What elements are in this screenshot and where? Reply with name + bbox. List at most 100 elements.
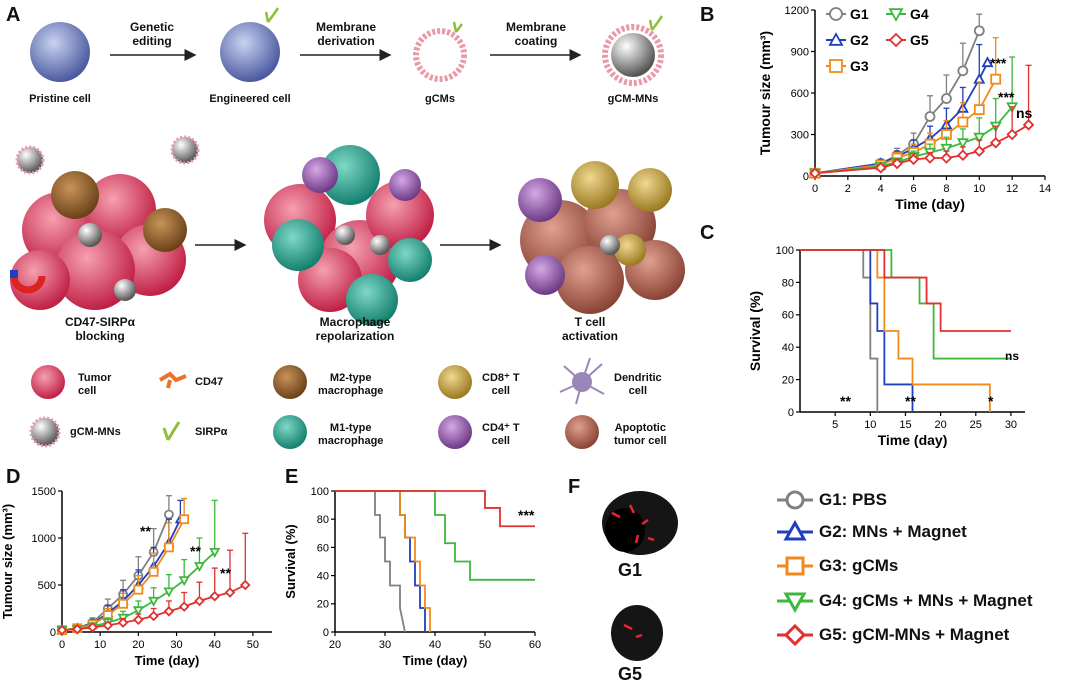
legend-marker-g3 <box>829 59 843 73</box>
significance-label: ns <box>1005 349 1019 363</box>
y-axis-label: Survival (%) <box>283 524 298 598</box>
data-point-g4 <box>193 562 205 573</box>
data-point-g5 <box>133 614 144 626</box>
data-point-g5 <box>809 167 821 180</box>
data-point-g5 <box>989 137 1002 149</box>
x-axis-label: Time (day) <box>878 432 948 448</box>
series-line-g3 <box>335 490 431 632</box>
legend-gcm-mn-icon <box>29 416 61 448</box>
y-tick-label: 60 <box>782 310 794 322</box>
data-point-g4 <box>178 576 190 587</box>
x-axis-label: Time (day) <box>403 653 468 668</box>
panel-label-c: C <box>700 222 715 244</box>
x-tick-label: 10 <box>973 183 985 195</box>
gcm-vesicle-icon <box>413 28 467 82</box>
series-line-g1 <box>335 490 406 633</box>
y-tick-label: 40 <box>317 570 329 582</box>
panel-label-e: E <box>285 466 299 488</box>
legend-apoptotic: Apoptotic tumor cell <box>614 422 667 447</box>
y-tick-label: 300 <box>791 129 809 141</box>
data-point-g4 <box>163 587 175 598</box>
legend-cd8-icon <box>438 365 472 399</box>
y-tick-label: 20 <box>782 374 794 386</box>
x-tick-label: 14 <box>1039 183 1051 195</box>
y-tick-label: 0 <box>50 627 56 639</box>
significance-label: *** <box>998 89 1015 105</box>
legend-sirpa: SIRPα <box>195 426 228 438</box>
significance-label: *** <box>990 55 1007 71</box>
significance-label: ns <box>1016 105 1033 121</box>
legend-label-g3: G3 <box>850 58 869 74</box>
legend-cd4-icon <box>438 415 472 449</box>
legend-label-g4: G4 <box>910 6 929 22</box>
chart-b-tumour-size: 0 2 4 6 8 10 12 14 0 300 600 900 1200 Time (day) Tumou… <box>757 5 1051 212</box>
y-axis-label: Tumour size (mm³) <box>757 31 773 155</box>
x-tick-label: 10 <box>94 639 106 651</box>
legend-marker-g2 <box>828 32 844 46</box>
marker-circle-icon <box>785 490 805 510</box>
legend-marker-g4 <box>888 8 904 22</box>
x-axis-label: Time (day) <box>895 196 965 212</box>
photo-label-g5: G5 <box>618 664 643 684</box>
lung-photos <box>602 491 678 661</box>
legend-dendritic: Dendritic cell <box>614 372 662 397</box>
legend-cd47-icon <box>158 371 187 389</box>
data-point-g5 <box>224 587 236 598</box>
x-tick-label: 50 <box>479 639 491 651</box>
marker-square-icon <box>785 556 805 576</box>
panel-label-f: F <box>568 476 581 498</box>
data-point-g1 <box>924 111 936 122</box>
x-tick-label: 30 <box>379 639 391 651</box>
data-point-g5 <box>874 161 887 174</box>
significance-label: *** <box>518 507 535 523</box>
gcm-mn-core-icon <box>611 33 655 77</box>
data-point-g5 <box>240 579 251 591</box>
process-blocking: CD47-SIRPα blocking <box>64 315 136 343</box>
stage-engineered-cell: Engineered cell <box>209 93 291 105</box>
y-tick-label: 500 <box>38 580 56 592</box>
data-point-g3 <box>179 514 190 525</box>
data-point-g3 <box>990 73 1002 85</box>
legend-dendritic-icon <box>559 357 605 405</box>
x-tick-label: 6 <box>911 183 917 195</box>
legend-cd47: CD47 <box>195 376 224 388</box>
legend-m2-icon <box>273 365 307 399</box>
x-tick-label: 40 <box>429 639 441 651</box>
y-tick-label: 80 <box>782 277 794 289</box>
data-point-g1 <box>973 25 985 37</box>
x-tick-label: 0 <box>59 639 65 651</box>
significance-label: * <box>988 393 994 409</box>
series-line-g3 <box>800 249 991 412</box>
data-point-g5 <box>973 145 986 157</box>
x-tick-label: 50 <box>247 639 259 651</box>
legend-cd4: CD4⁺ T cell <box>482 422 520 447</box>
y-tick-label: 900 <box>791 46 809 58</box>
x-tick-label: 8 <box>943 183 949 195</box>
series-line-g4 <box>335 490 535 581</box>
schematic-illustration <box>10 7 685 449</box>
panel-label-b: B <box>700 4 715 26</box>
x-tick-label: 30 <box>170 639 182 651</box>
data-point-g4 <box>132 606 144 617</box>
significance-label: ** <box>905 393 916 409</box>
gcm-mn-shell-icon <box>602 24 664 86</box>
legend-m1: M1-type macrophage <box>318 422 384 447</box>
data-point-g5 <box>102 620 114 631</box>
significance-label: ** <box>220 565 231 581</box>
y-axis-label: Tumour size (mm³) <box>0 504 15 619</box>
stage-gcm-mns: gCM-MNs <box>607 93 659 105</box>
x-tick-label: 2 <box>845 183 851 195</box>
y-tick-label: 100 <box>776 245 794 257</box>
data-point-g5 <box>56 624 68 636</box>
series-line-g4 <box>814 106 1013 175</box>
series-line-g2 <box>800 249 914 412</box>
x-tick-label: 12 <box>1006 183 1018 195</box>
legend-tumor-cell-icon <box>31 365 65 399</box>
x-tick-label: 5 <box>832 419 838 431</box>
y-tick-label: 0 <box>323 627 329 639</box>
data-point-g1 <box>957 65 969 77</box>
y-tick-label: 40 <box>782 342 794 354</box>
data-point-g4 <box>209 548 221 558</box>
tumor-cluster-macrophage <box>264 145 434 326</box>
